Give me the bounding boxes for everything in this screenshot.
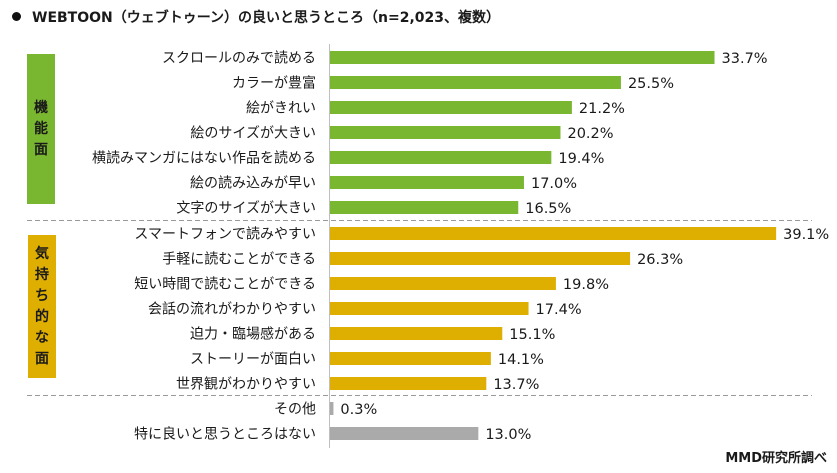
value-label: 25.5% <box>628 76 674 92</box>
bar <box>330 227 777 240</box>
bullet-icon <box>12 12 21 21</box>
group-label-char: 面 <box>35 350 49 367</box>
value-label: 21.2% <box>579 101 625 117</box>
bar <box>330 402 334 415</box>
bar <box>330 377 487 390</box>
group-label-char: 気 <box>35 245 49 262</box>
category-label: スマートフォンで読みやすい <box>134 226 316 243</box>
value-label: 19.4% <box>558 151 604 167</box>
category-label: 迫力・臨場感がある <box>190 326 316 343</box>
bar <box>330 151 552 164</box>
category-label: 短い時間で読むことができる <box>134 276 316 293</box>
value-label: 15.1% <box>509 327 555 343</box>
bar <box>330 327 503 340</box>
value-label: 33.7% <box>722 51 768 67</box>
bar <box>330 176 524 189</box>
category-label: 特に良いと思うところはない <box>134 427 316 443</box>
group-label-char: な <box>35 329 49 346</box>
value-label: 14.1% <box>498 352 544 368</box>
category-label: 会話の流れがわかりやすい <box>148 301 316 318</box>
group-label-char: 機 <box>34 99 48 116</box>
category-label: 絵がきれい <box>246 101 316 117</box>
value-label: 13.7% <box>493 377 539 393</box>
bar <box>330 302 529 315</box>
value-label: 0.3% <box>340 402 377 418</box>
value-label: 16.5% <box>525 201 571 217</box>
category-label: 文字のサイズが大きい <box>176 201 316 217</box>
bar <box>330 201 519 214</box>
category-label: 絵の読み込みが早い <box>190 175 316 192</box>
bar <box>330 126 561 139</box>
value-label: 39.1% <box>783 227 829 243</box>
bar <box>330 252 631 265</box>
category-label: その他 <box>274 402 316 418</box>
source-credit: MMD研究所調べ <box>725 451 827 466</box>
chart-title: WEBTOON（ウェブトゥーン）の良いと思うところ（n=2,023、複数） <box>12 7 500 27</box>
group-label-functional: 機能面 <box>27 54 55 204</box>
bar <box>330 51 715 64</box>
bar <box>330 427 479 440</box>
group-label-char: 的 <box>35 308 49 325</box>
group-label-char: 能 <box>34 120 48 137</box>
bar <box>330 277 556 290</box>
chart-title-text: WEBTOON（ウェブトゥーン）の良いと思うところ（n=2,023、複数） <box>32 10 501 26</box>
bar <box>330 76 621 89</box>
category-label: カラーが豊富 <box>232 75 316 92</box>
value-label: 17.4% <box>536 302 582 318</box>
value-label: 17.0% <box>531 176 577 192</box>
group-label-char: ち <box>35 287 49 304</box>
category-label: 絵のサイズが大きい <box>190 126 316 142</box>
category-label: スクロールのみで読める <box>162 50 316 67</box>
bar <box>330 352 491 365</box>
group-label-char: 持 <box>35 266 49 283</box>
category-label: ストーリーが面白い <box>190 352 316 368</box>
group-label-char: 面 <box>34 141 48 158</box>
bar <box>330 101 572 114</box>
value-label: 19.8% <box>563 277 609 293</box>
value-label: 20.2% <box>567 126 613 142</box>
category-label: 横読みマンガにはない作品を読める <box>92 150 316 167</box>
group-label-emotional: 気持ち的な面 <box>28 235 56 378</box>
value-label: 13.0% <box>485 427 531 443</box>
value-label: 26.3% <box>637 252 683 268</box>
category-label: 世界観がわかりやすい <box>176 376 316 393</box>
category-label: 手軽に読むことができる <box>162 251 316 268</box>
